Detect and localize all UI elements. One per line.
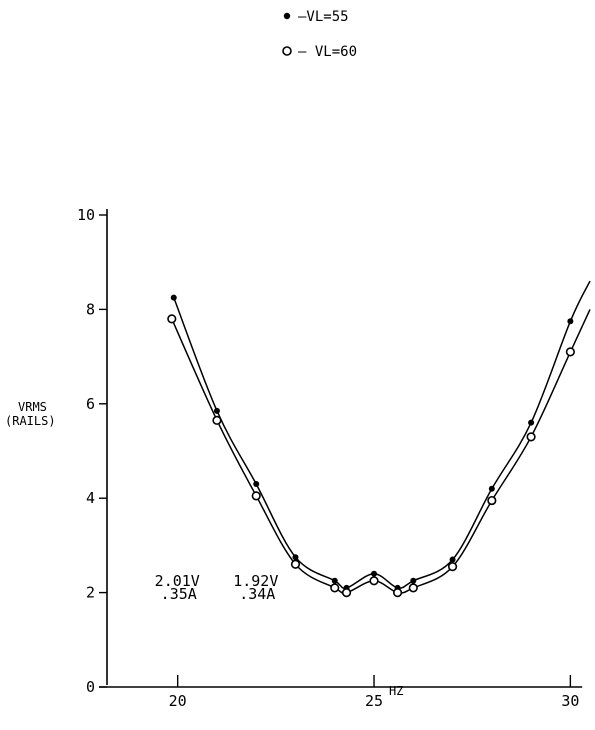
point-filled-10 (488, 485, 495, 492)
point-filled-4 (331, 577, 338, 584)
x-tick-label-30: 30 (561, 692, 579, 710)
annotation-0-line-1: .35A (161, 585, 197, 603)
point-filled-6 (371, 570, 378, 577)
y-tick-label-2: 2 (86, 584, 95, 602)
annotation-1-line-0: 1.92V (233, 572, 278, 590)
annotation-0-line-0: 2.01V (155, 572, 200, 590)
point-filled-0 (170, 294, 177, 301)
annotations: 2.01V.35A 1.92V.34A (155, 572, 279, 603)
series-line-1 (171, 309, 591, 594)
point-filled-1 (213, 407, 220, 414)
legend-marker-open (282, 46, 292, 56)
point-open-9 (447, 562, 458, 572)
legend-item-vl60: — VL=60 (282, 44, 357, 60)
point-open-4 (330, 583, 340, 593)
point-filled-11 (528, 419, 535, 426)
point-filled-3 (292, 554, 299, 561)
series-layer (167, 280, 591, 598)
x-axis-title: HZ (389, 684, 403, 698)
legend: —VL=55 — VL=60 (282, 9, 357, 60)
point-open-2 (251, 491, 261, 501)
annotation-0: 2.01V.35A (155, 572, 200, 603)
y-tick-label-8: 8 (86, 300, 95, 318)
point-open-1 (212, 415, 222, 425)
series-vl-55 (170, 280, 591, 591)
annotation-1-line-1: .34A (239, 585, 275, 603)
legend-marker-filled (283, 12, 291, 20)
annotation-1: 1.92V.34A (233, 572, 278, 603)
point-open-10 (487, 495, 497, 506)
legend-label-vl60: — VL=60 (298, 44, 357, 60)
y-tick-label-10: 10 (77, 206, 95, 224)
y-axis-title: VRMS (RAILS) (5, 400, 56, 428)
legend-item-vl55: —VL=55 (283, 9, 349, 25)
point-filled-12 (567, 318, 574, 325)
y-tick-label-6: 6 (86, 395, 95, 413)
point-open-12 (565, 347, 575, 357)
y-tick-label-0: 0 (86, 678, 95, 696)
point-open-3 (290, 559, 301, 569)
y-axis-title-line1: VRMS (18, 400, 47, 414)
point-filled-8 (410, 577, 417, 584)
y-axis-title-line2: (RAILS) (5, 414, 56, 428)
legend-label-vl55: —VL=55 (298, 9, 349, 25)
point-filled-2 (253, 481, 260, 488)
point-open-11 (526, 432, 536, 442)
point-filled-9 (449, 556, 456, 563)
point-open-6 (369, 576, 379, 586)
axes: 0 2 4 6 8 10 20 25 30 (77, 206, 583, 710)
series-vl-60 (167, 309, 591, 598)
point-open-8 (408, 583, 418, 593)
point-open-5 (341, 587, 352, 598)
x-tick-label-25: 25 (365, 692, 383, 710)
point-open-0 (167, 314, 177, 324)
point-open-7 (392, 587, 403, 598)
x-tick-label-20: 20 (169, 692, 187, 710)
y-tick-label-4: 4 (86, 489, 95, 507)
